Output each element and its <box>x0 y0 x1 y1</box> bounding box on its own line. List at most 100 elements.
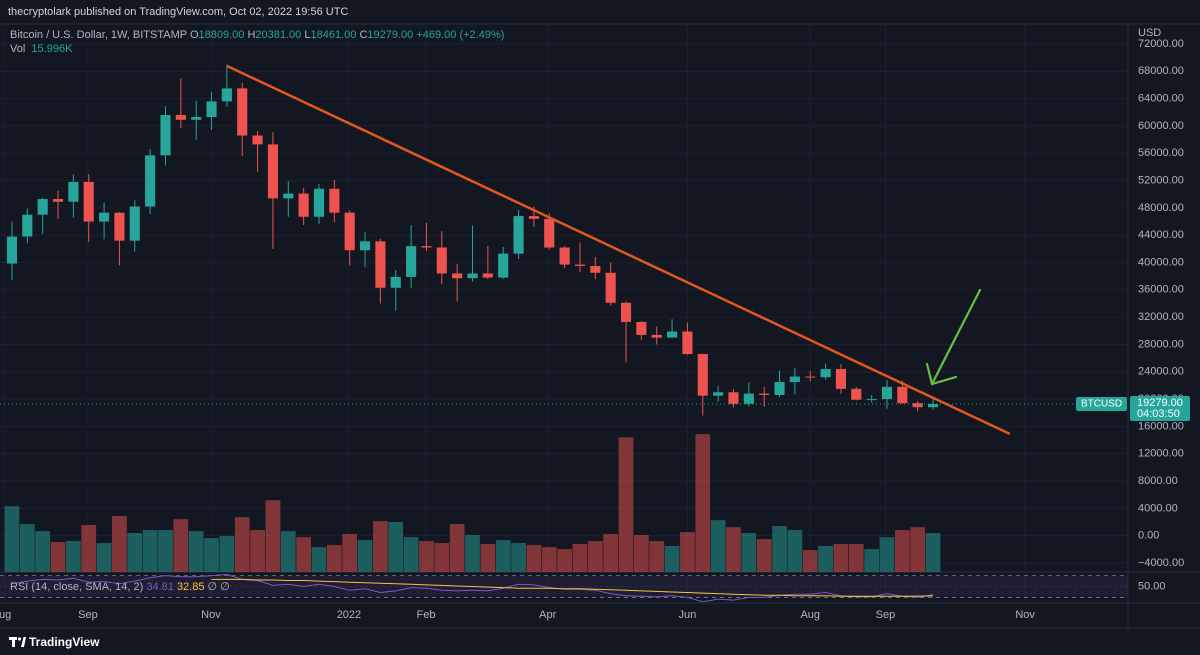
candle-body <box>651 334 662 338</box>
rsi-title: RSI (14, close, SMA, 14, 2) <box>10 581 144 593</box>
rsi-legend: RSI (14, close, SMA, 14, 2) 34.81 32.85 … <box>10 580 230 593</box>
candle-body <box>574 264 586 266</box>
candle-body <box>114 212 125 241</box>
volume-bar <box>19 524 35 572</box>
volume-bar <box>50 542 66 572</box>
symbol-legend: Bitcoin / U.S. Dollar, 1W, BITSTAMP O188… <box>10 29 504 41</box>
candle-body <box>436 247 447 274</box>
volume-bar <box>265 500 281 572</box>
candle-body <box>390 276 401 288</box>
y-tick-label: 72000.00 <box>1138 38 1184 50</box>
y-tick-label: 36000.00 <box>1138 284 1184 296</box>
volume-bar <box>173 519 189 572</box>
candle-body <box>759 393 770 396</box>
logo-slash <box>21 637 26 647</box>
candle-body <box>160 115 171 156</box>
volume-bar <box>465 534 480 572</box>
candle-body <box>513 216 524 254</box>
volume-bar <box>342 534 358 572</box>
ohlc-value: 19279.00 <box>367 29 414 41</box>
y-tick-label: 68000.00 <box>1138 65 1184 77</box>
candle-body <box>175 115 186 120</box>
candle-body <box>590 265 601 273</box>
volume-bar <box>4 506 20 572</box>
volume-value: 15.996K <box>31 43 73 55</box>
volume-bar <box>925 533 941 572</box>
ohlc-key: C <box>359 29 368 41</box>
logo-bar <box>9 637 17 640</box>
ohlc-values: O18809.00 H20381.00 L18461.00 C19279.00 <box>190 29 416 41</box>
price-axis-unit: USD <box>1138 27 1161 39</box>
volume-bar <box>96 543 112 572</box>
marks-layer <box>0 64 1128 603</box>
candle-body <box>774 382 785 396</box>
candle-body <box>283 193 294 199</box>
symbol-title: Bitcoin / U.S. Dollar, 1W, BITSTAMP <box>10 29 187 41</box>
candle-body <box>359 241 371 251</box>
volume-bar <box>787 530 803 572</box>
volume-bar <box>373 521 388 572</box>
volume-bar <box>403 537 419 572</box>
candle-body <box>406 246 417 277</box>
candle-body <box>467 273 478 279</box>
y-tick-label: 56000.00 <box>1138 147 1184 159</box>
candle-body <box>559 247 570 265</box>
candle-body <box>252 135 263 145</box>
candle-body <box>267 144 279 199</box>
x-tick-label: Jun <box>679 609 697 621</box>
candle-body <box>191 117 202 120</box>
rsi-value: 34.81 <box>146 581 174 593</box>
y-tick-label: 40000.00 <box>1138 256 1184 268</box>
volume-bar <box>618 437 634 572</box>
rsi-tick-label: 50.00 <box>1138 580 1166 592</box>
candle-body <box>728 392 739 404</box>
x-tick-label: ug <box>0 609 11 621</box>
y-tick-label: 0.00 <box>1138 530 1159 542</box>
candle-body <box>544 218 555 248</box>
volume-bar <box>81 524 97 572</box>
volume-bar <box>495 540 511 572</box>
x-tick-label: Sep <box>78 609 98 621</box>
trendline <box>226 64 1011 436</box>
rsi-sma-value: 32.85 <box>176 581 205 593</box>
candle-body <box>206 101 217 118</box>
arrow-shaft <box>930 288 982 386</box>
volume-bar <box>326 544 342 572</box>
volume-bar <box>204 538 219 572</box>
volume-bar <box>511 543 526 572</box>
ohlc-value: 18461.00 <box>310 29 357 41</box>
volume-bar <box>158 530 173 572</box>
x-tick-label: Nov <box>201 609 221 621</box>
candle-body <box>636 321 647 335</box>
ohlc-value: 20381.00 <box>255 29 302 41</box>
arrow-annotation <box>925 288 982 386</box>
candle-body <box>298 193 309 217</box>
ohlc-key: O <box>189 29 199 41</box>
x-tick-label: Sep <box>876 609 896 621</box>
volume-name: Vol <box>10 43 26 55</box>
candle-body <box>697 354 708 396</box>
volume-bar <box>280 531 296 572</box>
logo-dot <box>17 637 22 641</box>
x-tick-label: Nov <box>1015 609 1035 621</box>
candle-body <box>897 386 908 404</box>
volume-legend: Vol 15.996K <box>10 43 72 55</box>
candle-body <box>620 302 632 322</box>
volume-bar <box>357 540 373 572</box>
volume-bar <box>541 547 557 572</box>
ohlc-key: H <box>247 29 256 41</box>
background-layer <box>0 24 1128 602</box>
candle-body <box>528 216 539 219</box>
candle-body <box>851 388 862 400</box>
candle-body <box>237 88 248 136</box>
volume-bar <box>66 541 81 572</box>
candle-body <box>344 212 355 251</box>
logo <box>9 637 26 647</box>
volume-bar <box>419 541 434 572</box>
candle-body <box>667 331 678 338</box>
volume-bar <box>833 543 849 572</box>
x-tick-label: Feb <box>417 609 436 621</box>
candle-body <box>421 246 432 248</box>
volume-bar <box>664 545 680 572</box>
y-tick-label: 48000.00 <box>1138 202 1184 214</box>
